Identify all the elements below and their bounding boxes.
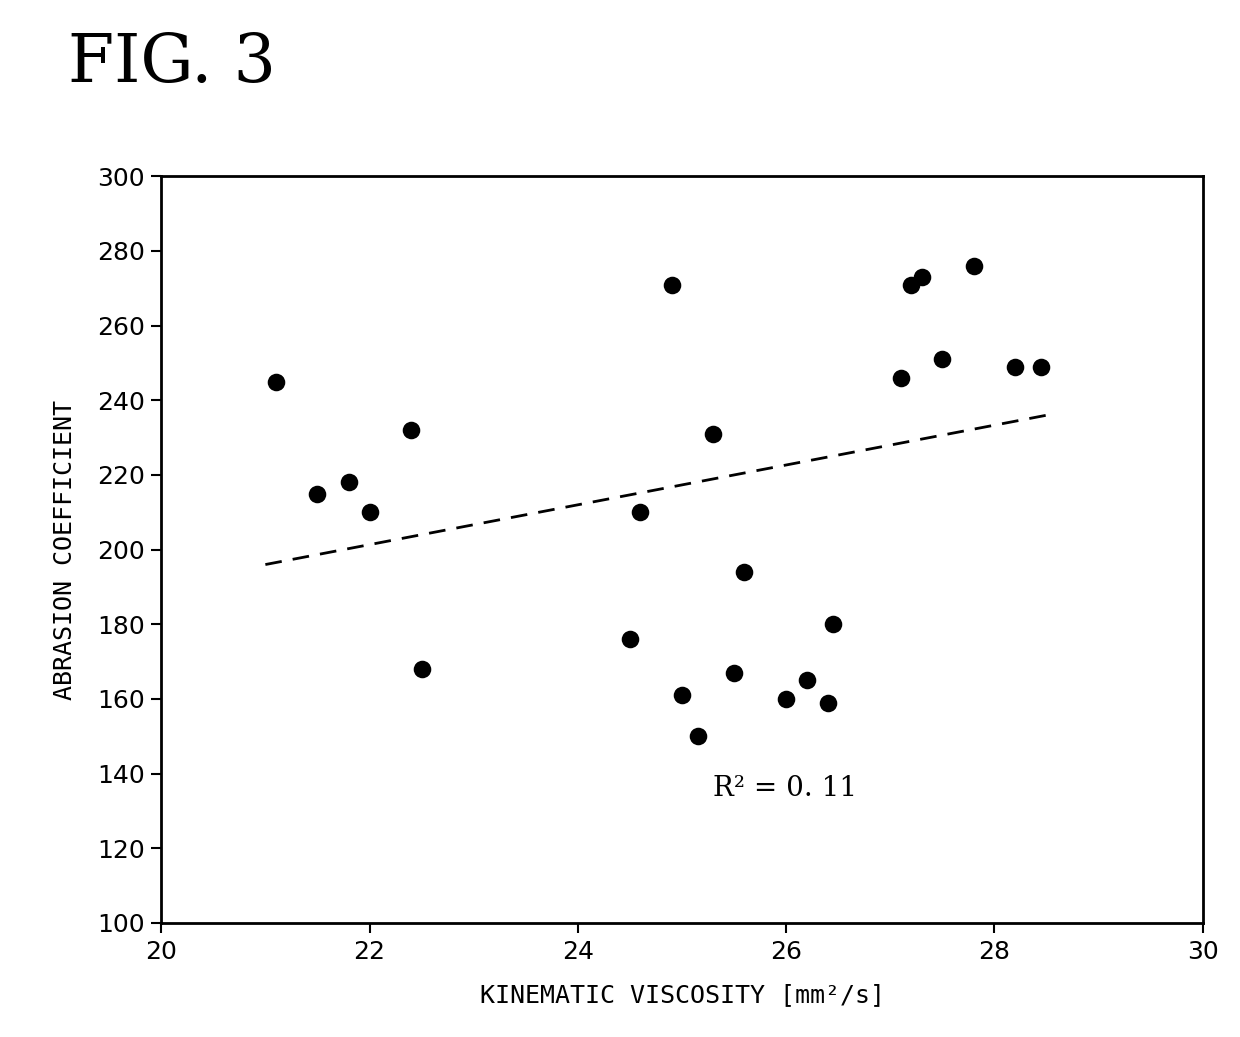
Point <box>360 504 379 521</box>
Point <box>1032 359 1052 375</box>
Point <box>308 485 327 502</box>
Point <box>776 691 796 707</box>
Point <box>402 422 422 439</box>
Point <box>734 564 754 581</box>
Point <box>265 373 285 390</box>
Point <box>823 616 843 633</box>
Point <box>911 269 931 285</box>
Text: FIG. 3: FIG. 3 <box>68 31 277 96</box>
Point <box>630 504 650 521</box>
Point <box>339 474 358 491</box>
Point <box>620 630 640 647</box>
Point <box>688 728 708 745</box>
X-axis label: KINEMATIC VISCOSITY [mm²/s]: KINEMATIC VISCOSITY [mm²/s] <box>480 983 884 1007</box>
Point <box>797 672 817 689</box>
Point <box>932 351 952 367</box>
Text: R² = 0. 11: R² = 0. 11 <box>713 775 857 802</box>
Point <box>963 257 983 274</box>
Point <box>724 665 744 681</box>
Point <box>890 369 910 386</box>
Y-axis label: ABRASION COEFFICIENT: ABRASION COEFFICIENT <box>53 399 77 700</box>
Point <box>901 276 921 292</box>
Point <box>662 276 682 292</box>
Point <box>1006 359 1025 375</box>
Point <box>672 686 692 703</box>
Point <box>412 661 432 677</box>
Point <box>703 425 723 442</box>
Point <box>818 695 838 711</box>
